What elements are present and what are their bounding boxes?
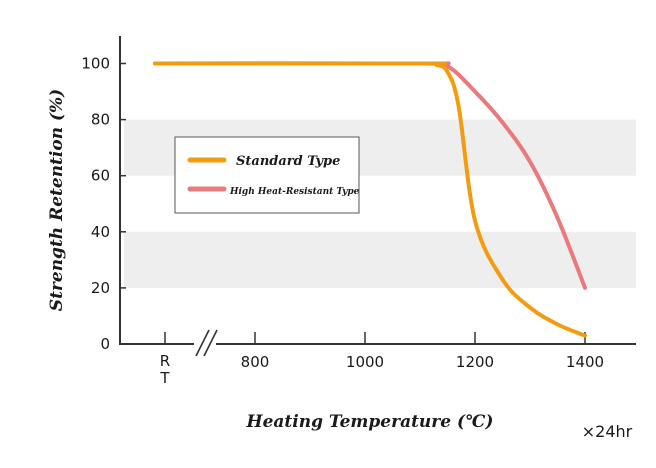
legend-label-high-heat: High Heat-Resistant Type [229, 187, 360, 197]
axis-break-mark [203, 329, 218, 357]
axes [119, 36, 636, 357]
series-lines [153, 61, 587, 338]
legend: Standard Type High Heat-Resistant Type [174, 136, 360, 214]
x-ticks: 800 1000 1200 1400 [164, 332, 604, 371]
y-tick-label: 40 [91, 223, 110, 241]
series-line-standard [153, 61, 587, 338]
x-tick-label: 1200 [456, 353, 494, 371]
x-unit-note: ×24hr [582, 422, 633, 441]
x-tick-label: 800 [241, 353, 270, 371]
grid-bands [124, 119, 636, 288]
y-tick-label: 100 [81, 55, 110, 73]
x-tick-label-rt-r: R [160, 352, 170, 370]
y-tick-label: 0 [100, 335, 110, 353]
axis-break-mark [195, 329, 210, 357]
legend-box [174, 136, 360, 214]
y-axis-title: Strength Retention (%) [47, 89, 67, 311]
y-tick-label: 60 [91, 167, 110, 185]
y-tick-label: 80 [91, 111, 110, 129]
y-tick-label: 20 [91, 279, 110, 297]
y-ticks: 0 20 40 60 80 100 [81, 55, 126, 353]
x-tick-label: 1000 [346, 353, 384, 371]
grid-band [124, 231, 636, 288]
x-tick-label: 1400 [566, 353, 604, 371]
x-axis-title: Heating Temperature (℃) [246, 412, 494, 432]
x-tick-label-rt-t: T [159, 369, 170, 387]
legend-label-standard: Standard Type [236, 154, 340, 169]
